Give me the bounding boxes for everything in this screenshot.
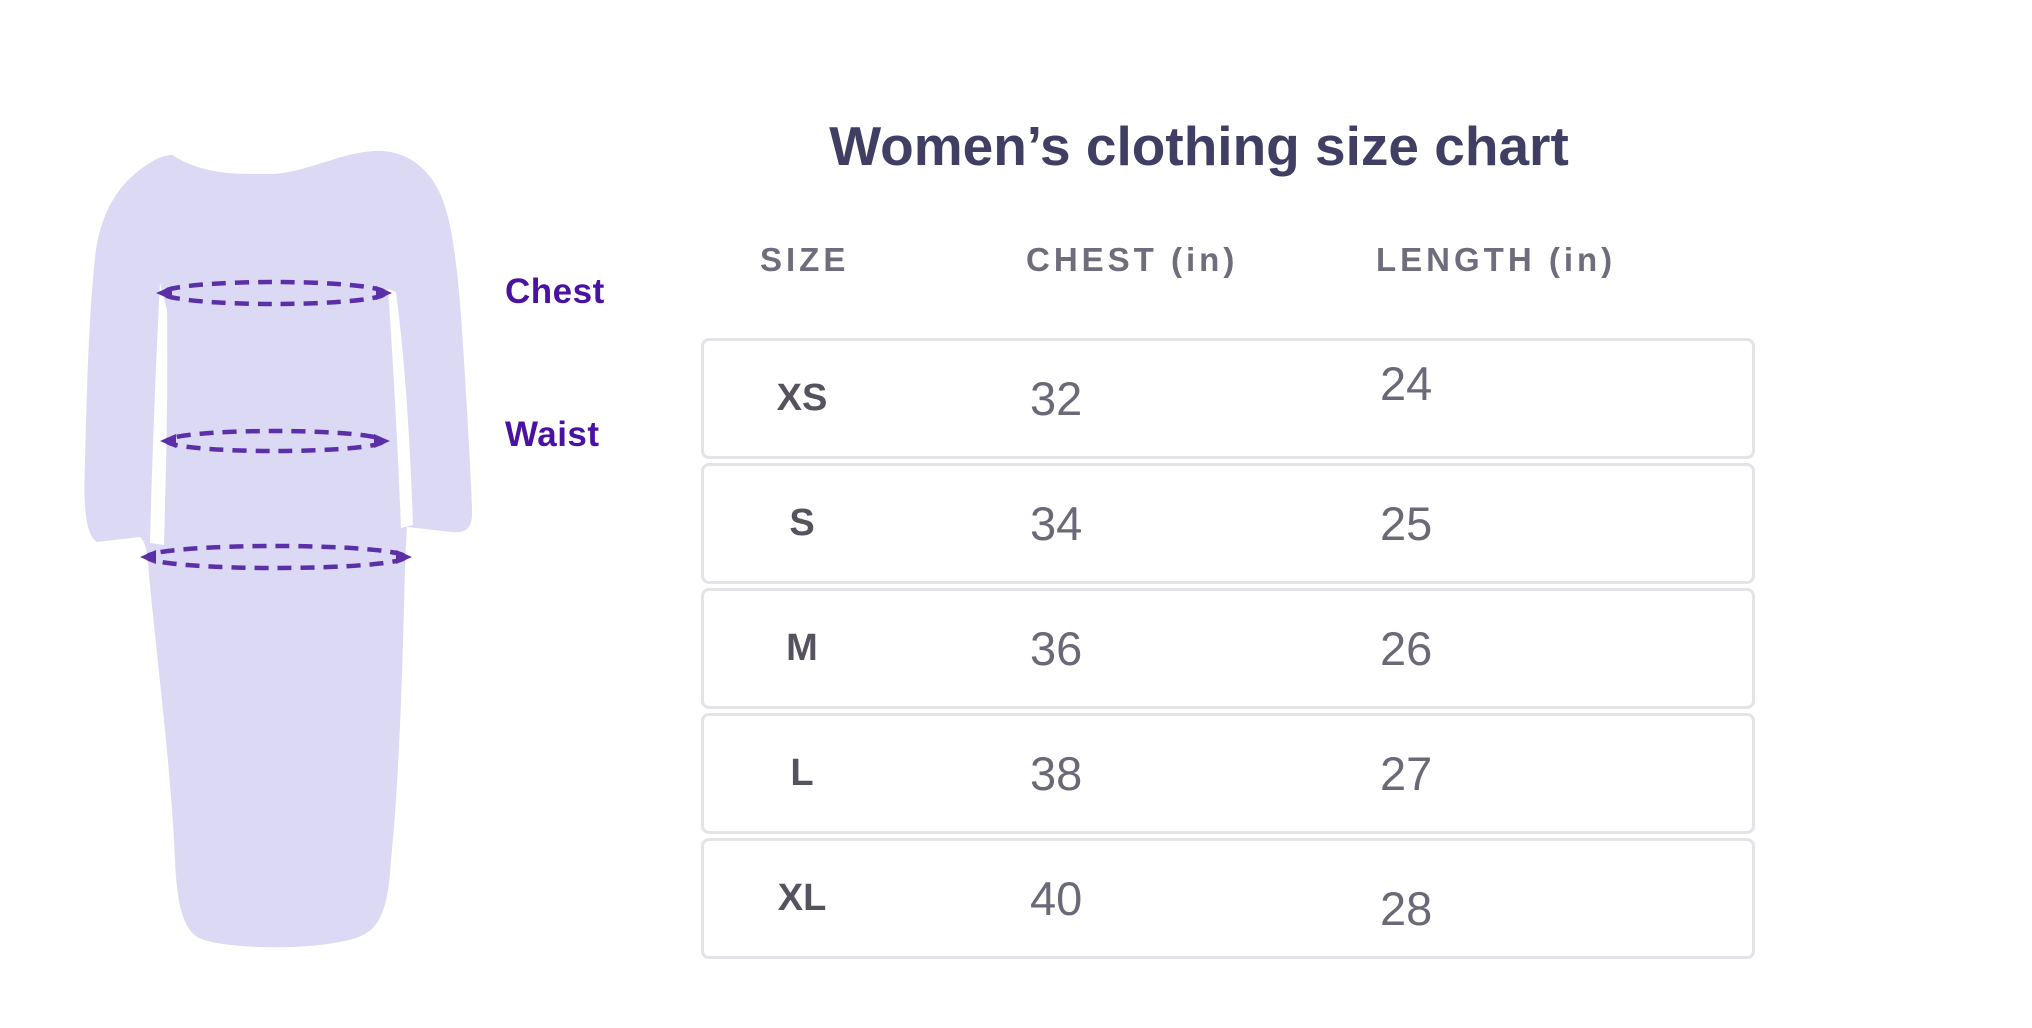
waist-arrow-left bbox=[160, 434, 176, 448]
page-title: Women’s clothing size chart bbox=[829, 115, 1569, 177]
right-underarm-gap bbox=[388, 289, 413, 528]
chest-arrow-right bbox=[376, 286, 392, 300]
chest-cell: 34 bbox=[1030, 497, 1083, 550]
size-cell: XS bbox=[776, 377, 828, 419]
chest-cell: 32 bbox=[1030, 372, 1083, 425]
size-cell: XL bbox=[777, 877, 827, 919]
chest-cell: 36 bbox=[1030, 622, 1083, 675]
chest-arrow-left bbox=[156, 286, 172, 300]
table-row-xs: XS 32 24 bbox=[701, 338, 1755, 459]
column-header-length: LENGTH (in) bbox=[1376, 241, 1617, 278]
size-cell: L bbox=[790, 752, 814, 794]
column-header-chest: CHEST (in) bbox=[1026, 241, 1239, 278]
size-cell: M bbox=[786, 627, 818, 669]
length-cell: 24 bbox=[1380, 357, 1433, 410]
waist-measure-ellipse bbox=[164, 428, 386, 454]
table-row-xl: XL 40 28 bbox=[701, 838, 1755, 959]
length-cell: 27 bbox=[1380, 747, 1433, 800]
length-cell: 26 bbox=[1380, 622, 1433, 675]
hip-arrow-left bbox=[140, 550, 156, 564]
table-row-l: L 38 27 bbox=[701, 713, 1755, 834]
dress-silhouette bbox=[84, 150, 473, 948]
hip-arrow-right bbox=[396, 550, 412, 564]
waist-label: Waist bbox=[505, 415, 600, 454]
chest-measure-ellipse bbox=[160, 279, 388, 307]
chest-cell: 38 bbox=[1030, 747, 1083, 800]
left-underarm-gap bbox=[150, 283, 168, 545]
table-row-s: S 34 25 bbox=[701, 463, 1755, 584]
column-header-size: SIZE bbox=[760, 241, 850, 278]
waist-arrow-right bbox=[374, 434, 390, 448]
length-cell: 28 bbox=[1380, 882, 1433, 935]
size-cell: S bbox=[789, 502, 815, 544]
table-row-m: M 36 26 bbox=[701, 588, 1755, 709]
length-cell: 25 bbox=[1380, 497, 1433, 550]
hip-measure-ellipse bbox=[144, 543, 408, 571]
chest-cell: 40 bbox=[1030, 872, 1083, 925]
chest-label: Chest bbox=[505, 272, 605, 311]
